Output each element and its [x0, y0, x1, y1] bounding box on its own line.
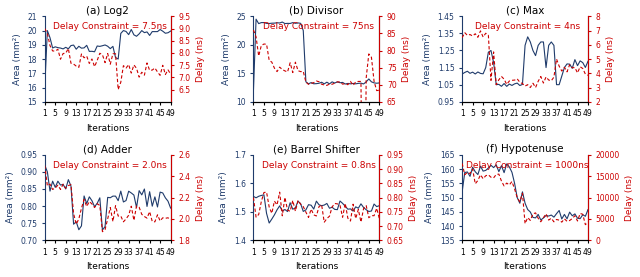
Y-axis label: Area (mm²): Area (mm²): [6, 172, 15, 224]
X-axis label: Iterations: Iterations: [295, 262, 338, 271]
Y-axis label: Area (mm²): Area (mm²): [13, 33, 22, 85]
Y-axis label: Area (mm²): Area (mm²): [426, 172, 435, 224]
X-axis label: Iterations: Iterations: [86, 262, 129, 271]
Text: Delay Constraint = 1000ns: Delay Constraint = 1000ns: [467, 161, 589, 170]
Title: (b) Divisor: (b) Divisor: [289, 6, 344, 16]
X-axis label: Iterations: Iterations: [504, 124, 547, 133]
Text: Delay Constraint = 4ns: Delay Constraint = 4ns: [475, 22, 580, 31]
Y-axis label: Delay (ns): Delay (ns): [410, 175, 419, 221]
X-axis label: Iterations: Iterations: [86, 124, 129, 133]
Title: (c) Max: (c) Max: [506, 6, 544, 16]
X-axis label: Iterations: Iterations: [504, 262, 547, 271]
Y-axis label: Delay (ns): Delay (ns): [625, 175, 634, 221]
Title: (e) Barrel Shifter: (e) Barrel Shifter: [273, 144, 360, 154]
Y-axis label: Area (mm²): Area (mm²): [423, 33, 432, 85]
Title: (a) Log2: (a) Log2: [86, 6, 129, 16]
X-axis label: Iterations: Iterations: [295, 124, 338, 133]
Y-axis label: Delay (ns): Delay (ns): [403, 36, 412, 82]
Text: Delay Constraint = 2.0ns: Delay Constraint = 2.0ns: [53, 161, 167, 170]
Text: Delay Constraint = 75ns: Delay Constraint = 75ns: [264, 22, 374, 31]
Y-axis label: Delay (ns): Delay (ns): [196, 36, 205, 82]
Y-axis label: Delay (ns): Delay (ns): [606, 36, 615, 82]
Title: (d) Adder: (d) Adder: [83, 144, 132, 154]
Text: Delay Constraint = 0.8ns: Delay Constraint = 0.8ns: [262, 161, 376, 170]
Y-axis label: Area (mm²): Area (mm²): [221, 33, 230, 85]
Y-axis label: Area (mm²): Area (mm²): [220, 172, 228, 224]
Y-axis label: Delay (ns): Delay (ns): [196, 175, 205, 221]
Text: Delay Constraint = 7.5ns: Delay Constraint = 7.5ns: [53, 22, 167, 31]
Title: (f) Hypotenuse: (f) Hypotenuse: [486, 144, 564, 154]
